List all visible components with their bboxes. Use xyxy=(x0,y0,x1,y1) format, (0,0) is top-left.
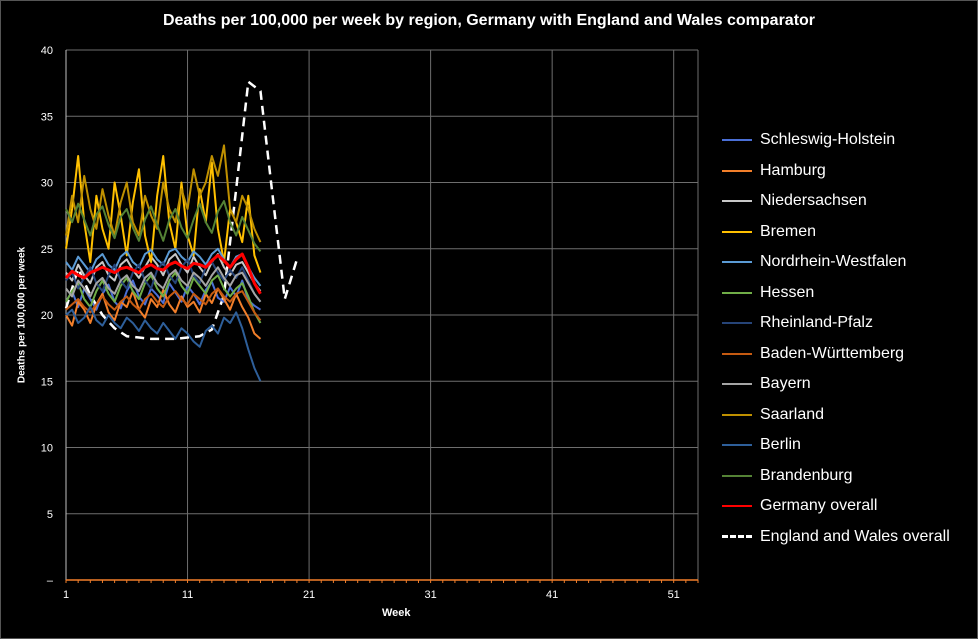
legend-item: Germany overall xyxy=(722,491,972,522)
series-line-saarland xyxy=(65,144,262,243)
legend-swatch xyxy=(722,352,752,355)
legend-label: Hamburg xyxy=(760,161,826,179)
legend-swatch xyxy=(722,444,752,447)
series-line-bremen xyxy=(65,155,262,273)
legend-item: Saarland xyxy=(722,400,972,431)
legend-label: Berlin xyxy=(760,436,801,454)
legend-item: Hamburg xyxy=(722,156,972,187)
legend-item: Bayern xyxy=(722,369,972,400)
legend-label: Bayern xyxy=(760,375,811,393)
legend-item: England and Wales overall xyxy=(722,522,972,553)
legend-swatch xyxy=(722,261,752,264)
legend-label: Nordrhein-Westfalen xyxy=(760,253,907,271)
legend-swatch xyxy=(722,535,752,539)
series-line-hessen xyxy=(65,271,262,324)
legend-item: Schleswig-Holstein xyxy=(722,125,972,156)
legend-item: Berlin xyxy=(722,430,972,461)
legend-swatch xyxy=(722,200,752,203)
y-tick-label: 30 xyxy=(41,178,53,190)
legend-label: Germany overall xyxy=(760,497,878,515)
x-tick-label: 41 xyxy=(546,589,558,601)
legend: Schleswig-Holstein Hamburg Niedersachsen Br… xyxy=(722,125,972,552)
legend-label: England and Wales overall xyxy=(760,527,950,545)
legend-item: Nordrhein-Westfalen xyxy=(722,247,972,278)
legend-item: Rheinland-Pfalz xyxy=(722,308,972,339)
legend-swatch xyxy=(722,505,752,508)
legend-item: Brandenburg xyxy=(722,461,972,492)
y-tick-label: 20 xyxy=(41,310,53,322)
legend-item: Baden-Württemberg xyxy=(722,339,972,370)
legend-label: Rheinland-Pfalz xyxy=(760,314,873,332)
legend-swatch xyxy=(722,139,752,142)
legend-label: Schleswig-Holstein xyxy=(760,131,896,149)
legend-swatch xyxy=(722,291,752,294)
x-tick-label: 21 xyxy=(303,589,315,601)
legend-item: Niedersachsen xyxy=(722,186,972,217)
y-tick-label: 35 xyxy=(41,111,53,123)
legend-swatch xyxy=(722,230,752,233)
chart-title: Deaths per 100,000 per week by region, G… xyxy=(162,12,816,29)
x-tick-label: 11 xyxy=(182,589,193,601)
x-tick-label: 31 xyxy=(424,589,436,601)
legend-swatch xyxy=(722,383,752,386)
legend-swatch xyxy=(722,413,752,416)
x-tick-label: 1 xyxy=(63,589,69,601)
legend-label: Brandenburg xyxy=(760,466,853,484)
legend-label: Baden-Württemberg xyxy=(760,344,905,362)
y-tick-label: 10 xyxy=(41,443,53,455)
y-tick-label: 5 xyxy=(47,509,53,521)
legend-swatch xyxy=(722,169,752,172)
x-tick-label: 51 xyxy=(668,589,680,601)
legend-label: Hessen xyxy=(760,283,815,301)
y-tick-label: – xyxy=(47,575,54,587)
y-tick-label: 15 xyxy=(41,376,53,388)
series-line-berlin xyxy=(65,306,262,382)
y-tick-label: 40 xyxy=(41,45,53,57)
legend-item: Bremen xyxy=(722,217,972,248)
series-line-baden-w-rttemberg xyxy=(65,287,262,321)
legend-item: Hessen xyxy=(722,278,972,309)
series-line-england-and-wales-overall xyxy=(64,80,299,341)
series-line-schleswig-holstein xyxy=(65,279,262,311)
legend-label: Niedersachsen xyxy=(760,192,867,210)
series-line-bayern xyxy=(65,266,262,303)
legend-swatch xyxy=(722,474,752,477)
y-tick-label: 25 xyxy=(41,244,53,256)
series-line-brandenburg xyxy=(65,200,262,253)
x-axis-label: Week xyxy=(382,607,411,619)
legend-swatch xyxy=(722,322,752,325)
series-line-rheinland-pfalz xyxy=(65,258,262,303)
series-line-germany-overall xyxy=(64,252,262,295)
legend-label: Saarland xyxy=(760,405,825,423)
legend-label: Bremen xyxy=(760,222,817,240)
